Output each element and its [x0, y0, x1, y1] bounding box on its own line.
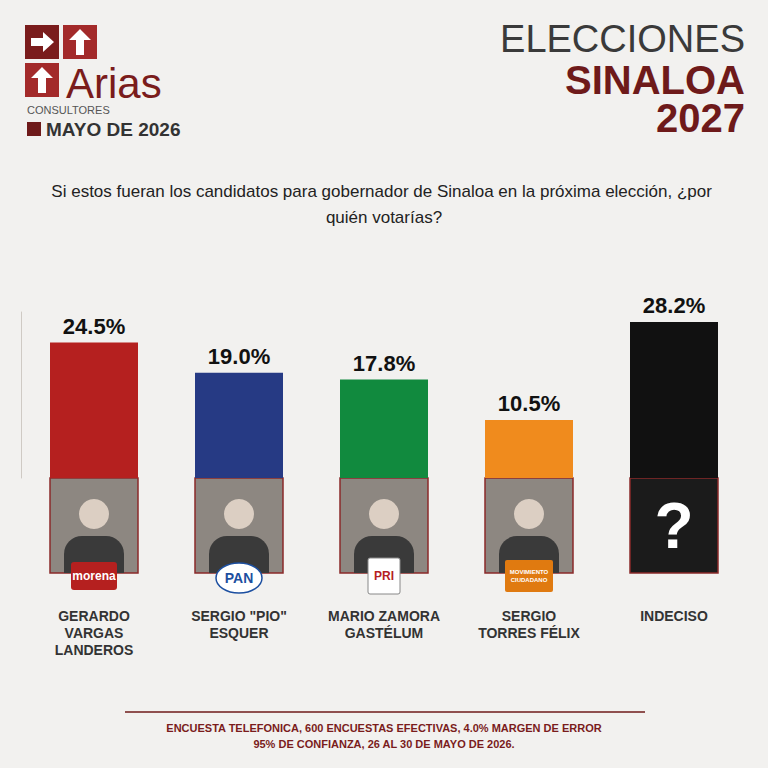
svg-text:2027: 2027: [656, 96, 745, 140]
svg-text:VARGAS: VARGAS: [65, 625, 124, 641]
svg-text:95% DE CONFIANZA, 26 AL 30 DE: 95% DE CONFIANZA, 26 AL 30 DE MAYO DE 20…: [253, 738, 514, 750]
svg-text:ENCUESTA TELEFONICA, 600 ENCUE: ENCUESTA TELEFONICA, 600 ENCUESTAS EFECT…: [166, 722, 601, 734]
svg-text:?: ?: [654, 490, 693, 562]
svg-text:morena: morena: [72, 569, 116, 583]
svg-text:SINALOA: SINALOA: [565, 58, 745, 102]
svg-text:quién votarías?: quién votarías?: [326, 208, 442, 227]
svg-text:19.0%: 19.0%: [208, 344, 270, 369]
svg-text:ELECCIONES: ELECCIONES: [500, 18, 745, 60]
svg-text:GASTÉLUM: GASTÉLUM: [345, 625, 424, 641]
svg-text:MARIO ZAMORA: MARIO ZAMORA: [328, 608, 440, 624]
svg-text:SERGIO "PIO": SERGIO "PIO": [191, 608, 287, 624]
svg-text:PRI: PRI: [374, 569, 394, 583]
svg-text:Si estos fueran los candidatos: Si estos fueran los candidatos para gobe…: [51, 182, 716, 201]
svg-text:CIUDADANO: CIUDADANO: [511, 577, 548, 583]
svg-text:LANDEROS: LANDEROS: [55, 642, 134, 658]
svg-text:MAYO DE 2026: MAYO DE 2026: [46, 119, 180, 140]
svg-text:28.2%: 28.2%: [643, 293, 705, 318]
svg-text:GERARDO: GERARDO: [58, 608, 130, 624]
svg-text:SERGIO: SERGIO: [502, 608, 557, 624]
svg-text:INDECISO: INDECISO: [640, 608, 708, 624]
svg-text:17.8%: 17.8%: [353, 351, 415, 376]
svg-text:ESQUER: ESQUER: [209, 625, 268, 641]
svg-text:PAN: PAN: [225, 570, 254, 586]
svg-text:TORRES FÉLIX: TORRES FÉLIX: [478, 625, 580, 641]
svg-text:24.5%: 24.5%: [63, 314, 125, 339]
svg-text:Arias: Arias: [66, 60, 162, 107]
svg-text:10.5%: 10.5%: [498, 391, 560, 416]
svg-text:CONSULTORES: CONSULTORES: [27, 104, 110, 116]
svg-text:MOVIMIENTO: MOVIMIENTO: [510, 569, 549, 575]
